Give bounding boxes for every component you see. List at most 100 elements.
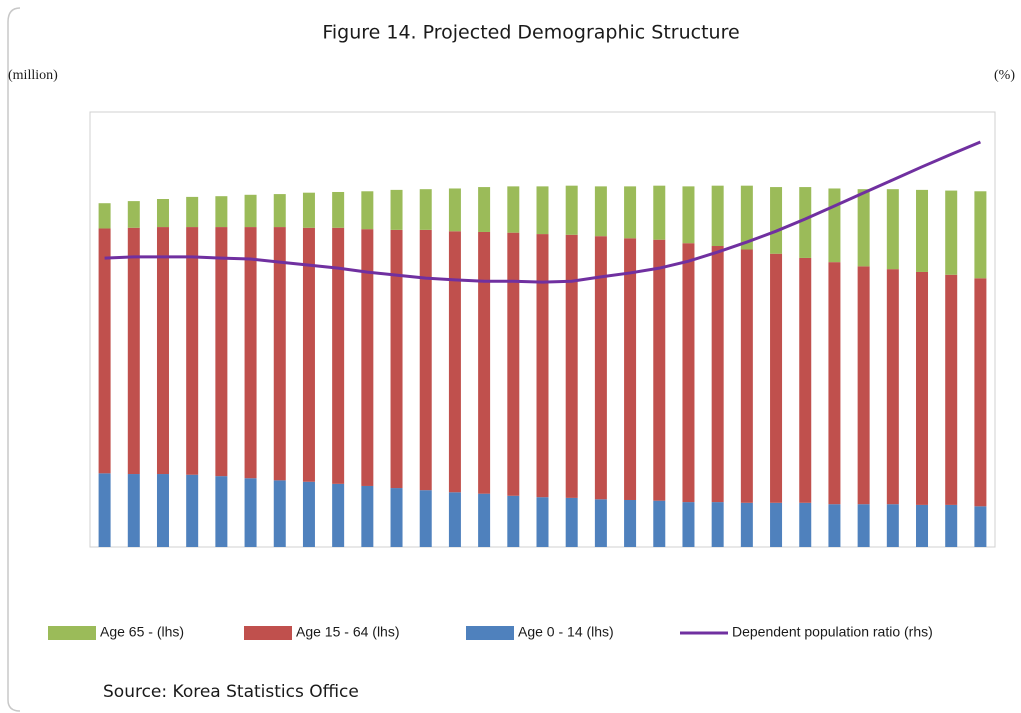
bar-segment (419, 490, 432, 547)
bar-segment (127, 227, 140, 475)
bar-segment (828, 188, 841, 263)
bar-segment (740, 185, 753, 250)
bar-segment (186, 196, 199, 228)
bar-segment (945, 504, 958, 547)
bar-segment (536, 186, 549, 235)
bar-segment (332, 483, 345, 547)
bar-segment (770, 253, 783, 503)
bar-segment (945, 274, 958, 505)
bar-segment (273, 194, 286, 228)
line-series (104, 140, 981, 284)
bar-segment (682, 186, 695, 244)
bar-segment (594, 186, 607, 237)
bar-segment (536, 234, 549, 498)
source-note: Source: Korea Statistics Office (103, 682, 359, 702)
bar-segment (361, 485, 374, 547)
bar-segment (711, 185, 724, 247)
bar-segment (127, 474, 140, 547)
bar-segment (186, 474, 199, 547)
bar-segment (828, 504, 841, 547)
panel-border (7, 7, 21, 712)
bar-segment (565, 185, 578, 235)
bar-segment (273, 227, 286, 481)
bar-segment (711, 246, 724, 503)
bar-segment (302, 192, 315, 228)
bar-segment (857, 504, 870, 547)
legend-label: Dependent population ratio (rhs) (732, 624, 933, 640)
bar-segment (857, 189, 870, 267)
bar-segment (302, 481, 315, 547)
bar-segment (244, 227, 257, 479)
bar-segment (507, 186, 520, 233)
bar-segment (478, 187, 491, 232)
bar-segment (828, 262, 841, 505)
bar-segment (974, 506, 987, 547)
bar-segment (156, 227, 169, 475)
bar-segment (156, 474, 169, 547)
bar-segment (448, 231, 461, 493)
legend-label: Age 0 - 14 (lhs) (518, 624, 614, 640)
bar-segment (916, 504, 929, 547)
bar-segment (215, 227, 228, 477)
bar-segment (770, 187, 783, 254)
bar-segment (886, 189, 899, 270)
bar-segment (740, 249, 753, 503)
bar-segment (770, 502, 783, 547)
chart-title: Figure 14. Projected Demographic Structu… (322, 22, 739, 44)
bar-segment (916, 271, 929, 505)
bar-segment (361, 229, 374, 486)
y2-axis-label: (%) (994, 68, 1015, 83)
bar-segment (273, 480, 286, 547)
bar-segment (98, 203, 111, 229)
bar-segment (390, 229, 403, 489)
bar-segment (565, 497, 578, 547)
bar-segment (507, 495, 520, 547)
bar-segment (624, 238, 637, 500)
bar-segment (448, 492, 461, 547)
bar-segment (886, 504, 899, 547)
bar-segment (799, 187, 812, 258)
bar-segment (127, 201, 140, 228)
bar-segment (478, 231, 491, 494)
bar-segment (682, 243, 695, 503)
bar-segment (740, 502, 753, 547)
bar-segment (390, 189, 403, 230)
bar-segment (682, 502, 695, 547)
bar-segment (565, 234, 578, 498)
bar-segment (215, 476, 228, 547)
bar-segment (799, 502, 812, 547)
bar-segment (507, 232, 520, 496)
legend-swatch (466, 626, 514, 640)
bar-segment (594, 236, 607, 500)
bar-segment (215, 196, 228, 228)
bar-segment (302, 227, 315, 482)
bar-segment (624, 499, 637, 547)
bar-segment (916, 189, 929, 272)
bar-segment (244, 194, 257, 228)
bar-segment (478, 493, 491, 547)
bar-segment (624, 186, 637, 239)
bar-segment (419, 229, 432, 491)
legend-label: Age 65 - (lhs) (100, 624, 184, 640)
bar-segment (98, 228, 111, 474)
bar-segment (653, 239, 666, 501)
bar-segment (332, 227, 345, 484)
y-axis-label: (million) (8, 68, 58, 83)
bar-segment (361, 191, 374, 230)
bar-segment (98, 473, 111, 547)
bar-segment (886, 269, 899, 505)
bar-segment (711, 502, 724, 547)
legend-label: Age 15 - 64 (lhs) (296, 624, 400, 640)
bar-segment (974, 191, 987, 279)
bar-segment (594, 499, 607, 547)
bar-segment (653, 500, 666, 547)
bar-segment (536, 497, 549, 547)
bar-segment (332, 191, 345, 228)
bar-segment (419, 189, 432, 230)
legend-swatch (244, 626, 292, 640)
legend-swatch (48, 626, 96, 640)
bar-segment (156, 199, 169, 228)
bar-segment (244, 478, 257, 547)
